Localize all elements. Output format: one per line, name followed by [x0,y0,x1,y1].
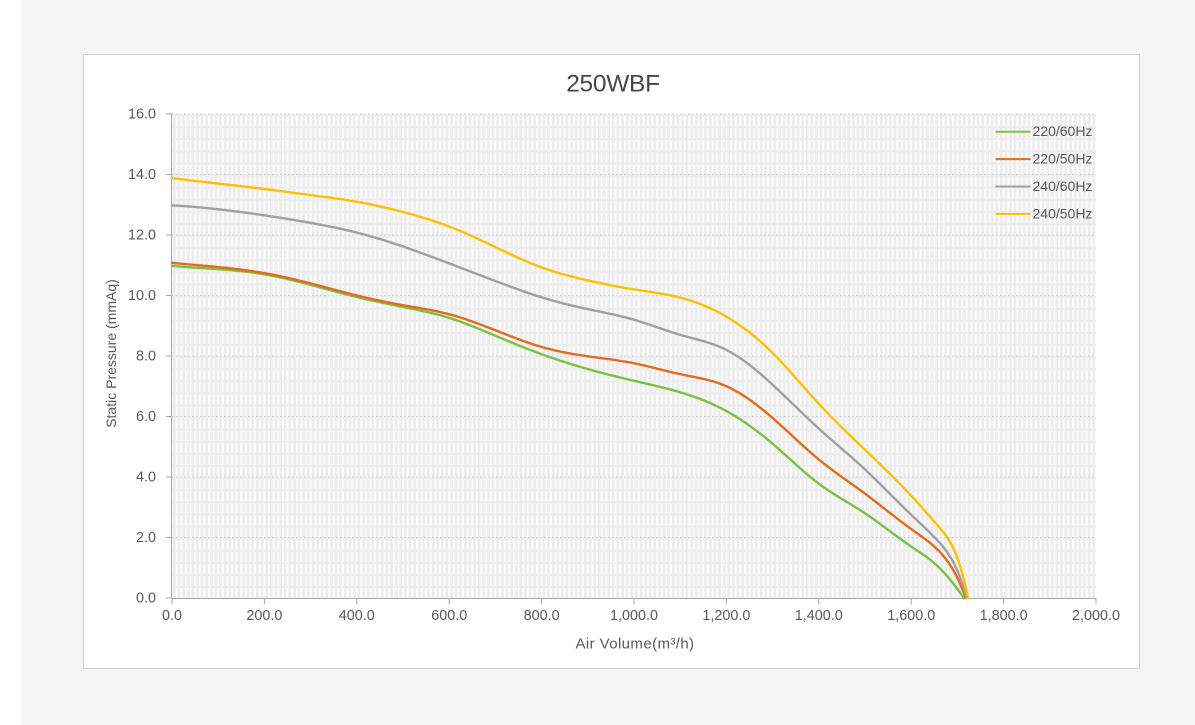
svg-text:240/60Hz: 240/60Hz [1033,178,1093,194]
svg-text:800.0: 800.0 [524,608,560,624]
svg-text:1,800.0: 1,800.0 [980,608,1028,624]
svg-text:600.0: 600.0 [431,608,467,624]
svg-text:12.0: 12.0 [128,228,156,244]
svg-text:14.0: 14.0 [128,167,156,183]
svg-text:220/50Hz: 220/50Hz [1033,151,1093,167]
svg-text:16.0: 16.0 [128,107,156,123]
svg-text:1,400.0: 1,400.0 [795,608,843,624]
svg-text:400.0: 400.0 [339,608,375,624]
svg-text:Static Pressure (mmAq): Static Pressure (mmAq) [103,279,119,428]
svg-text:1,000.0: 1,000.0 [610,608,658,624]
svg-text:Air Volume(m³/h): Air Volume(m³/h) [576,636,695,653]
svg-text:240/50Hz: 240/50Hz [1033,205,1093,221]
svg-text:8.0: 8.0 [136,349,156,365]
svg-text:0.0: 0.0 [136,591,156,607]
svg-text:200.0: 200.0 [246,608,282,624]
svg-text:250WBF: 250WBF [566,71,660,98]
svg-text:10.0: 10.0 [128,288,156,304]
svg-text:2.0: 2.0 [136,530,156,546]
svg-text:220/60Hz: 220/60Hz [1033,123,1093,139]
svg-text:1,200.0: 1,200.0 [702,608,750,624]
svg-text:4.0: 4.0 [136,470,156,486]
svg-text:1,600.0: 1,600.0 [887,608,935,624]
svg-text:6.0: 6.0 [136,409,156,425]
svg-text:0.0: 0.0 [162,608,182,624]
svg-text:2,000.0: 2,000.0 [1072,608,1120,624]
